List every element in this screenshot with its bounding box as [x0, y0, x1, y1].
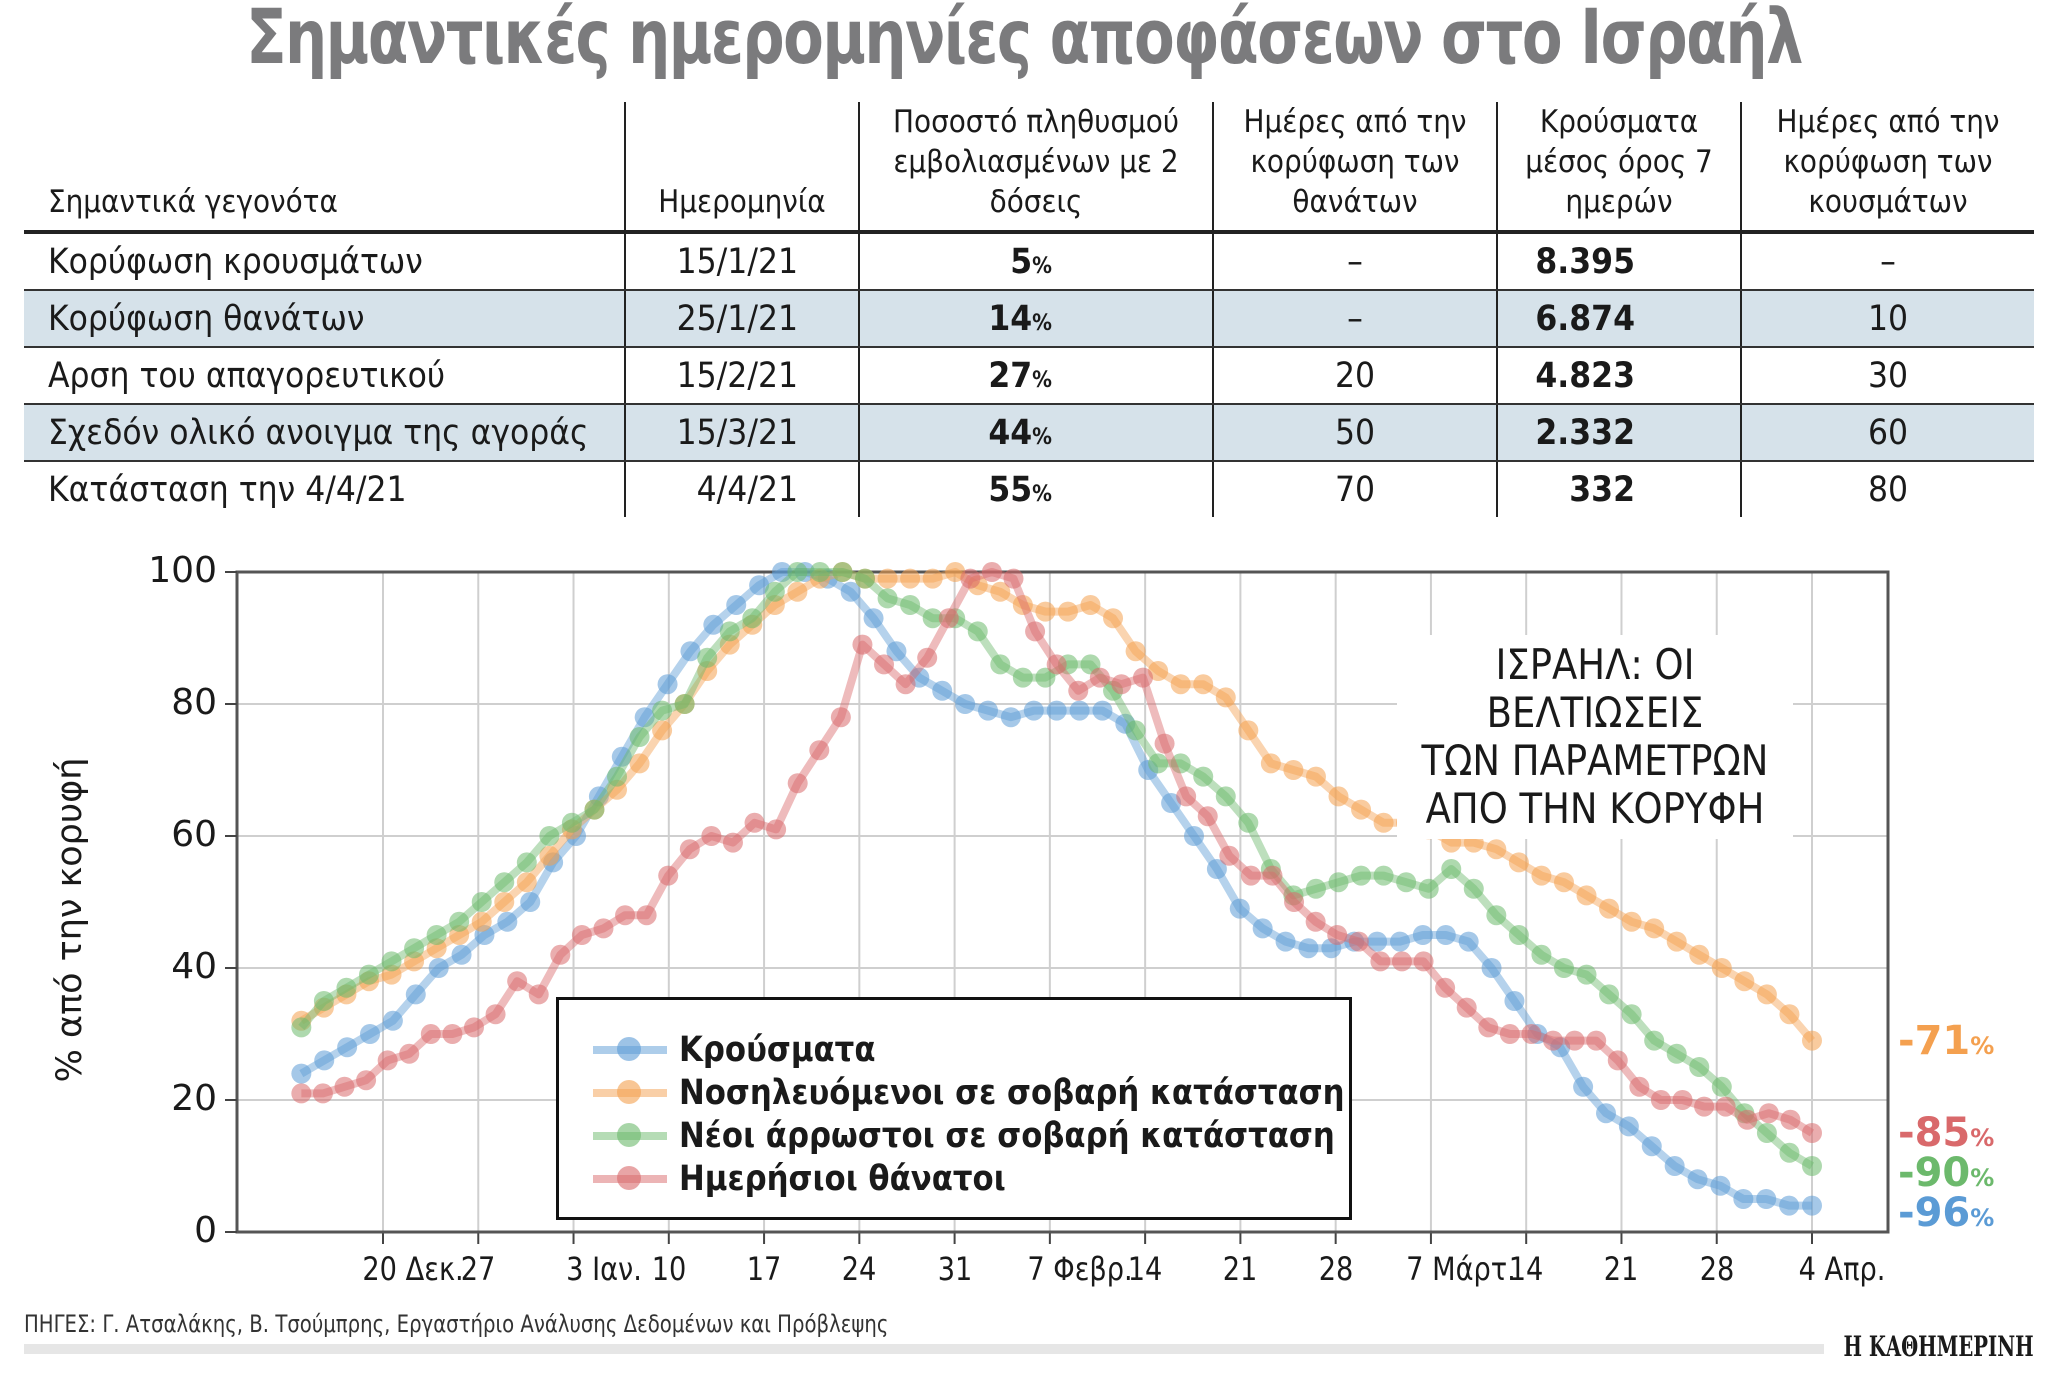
cell-cases: 6.874 [1496, 290, 1741, 348]
cell-days-cases: – [1740, 232, 2034, 291]
x-tick-label: 7 Φεβρ. [1027, 1250, 1133, 1288]
cell-event: Κατάσταση την 4/4/21 [48, 469, 407, 510]
col-header-days-cases: Ημέρες από την κορύφωση των κουσμάτων [1740, 102, 2034, 232]
legend-item: Ημερήσιοι θάνατοι [593, 1159, 1050, 1199]
y-tick-label: 0 [194, 1210, 217, 1251]
chart-title-line: ΤΩΝ ΠΑΡΑΜΕΤΡΩΝ [1421, 736, 1769, 785]
series-line [291, 562, 1822, 1143]
end-change-label: -85% [1898, 1110, 1995, 1156]
table-row: Κατάσταση την 4/4/21 4/4/21 55% 70 332 80 [24, 461, 2034, 517]
legend-label: Κρούσματα [679, 1030, 876, 1070]
cell-cases: 8.395 [1496, 232, 1741, 291]
cell-vacc: 55% [858, 461, 1213, 517]
cell-event: Αρση του απαγορευτικού [24, 347, 625, 405]
x-tick-label: 28 [1318, 1250, 1353, 1288]
cell-date: 25/1/21 [624, 290, 859, 348]
x-tick-label: 4 Απρ. [1798, 1250, 1886, 1288]
y-tick-label: 20 [171, 1078, 217, 1119]
cell-days-cases: 30 [1740, 347, 2034, 405]
chart-title-line: ΑΠΟ ΤΗΝ ΚΟΡΥΦΗ [1425, 784, 1765, 833]
cell-event: Κορύφωση κρουσμάτων [24, 232, 625, 291]
source-note: ΠΗΓΕΣ: Γ. Ατσαλάκης, Β. Τσούμπρης, Εργασ… [24, 1310, 889, 1338]
cell-cases: 2.332 [1496, 404, 1741, 462]
cell-date: 15/2/21 [624, 347, 859, 405]
table-header-row: Σημαντικά γεγονότα Ημερομηνία Ποσοστό πλ… [24, 102, 2034, 232]
legend-label: Νοσηλευόμενοι σε σοβαρή κατάσταση [679, 1073, 1345, 1113]
end-change-label: -96% [1898, 1190, 1995, 1236]
legend-marker-icon [593, 1116, 667, 1156]
page-title: Σημαντικές ημερομηνίες αποφάσεων στο Ισρ… [246, 0, 1803, 81]
publisher-logo: Η ΚΑΘΗΜΕΡΙΝΗ [1843, 1330, 2034, 1363]
cell-vacc: 44% [858, 404, 1213, 462]
cell-days-deaths: 20 [1212, 347, 1497, 405]
y-tick-label: 40 [171, 946, 217, 987]
legend-label: Ημερήσιοι θάνατοι [679, 1159, 1006, 1199]
x-tick-label: 27 [460, 1250, 496, 1288]
y-tick-label: 60 [171, 814, 217, 855]
cell-days-deaths: – [1212, 290, 1497, 348]
footer-divider [24, 1344, 1824, 1354]
legend-item: Κρούσματα [593, 1030, 902, 1070]
y-tick-label: 100 [148, 550, 217, 591]
x-tick-label: 17 [746, 1250, 782, 1288]
table-row: Σχεδόν ολικό ανοιγμα της αγοράς 15/3/21 44… [24, 404, 2034, 462]
cell-date: 15/1/21 [624, 232, 859, 291]
legend-marker-icon [593, 1030, 667, 1070]
cell-days-deaths: – [1212, 232, 1497, 291]
end-change-label: -90% [1898, 1150, 1995, 1196]
col-header-cases-avg: Κρούσματα μέσος όρος 7 ημερών [1496, 102, 1741, 232]
legend-marker-icon [593, 1073, 667, 1113]
x-tick-label: 14 [1127, 1250, 1163, 1288]
chart-title: ΙΣΡΑΗΛ: ΟΙ ΒΕΛΤΙΩΣΕΙΣ ΤΩΝ ΠΑΡΑΜΕΤΡΩΝ ΑΠΟ… [1397, 635, 1793, 839]
x-tick-label: 31 [937, 1250, 972, 1288]
x-tick-label: 10 [651, 1250, 687, 1288]
cell-event: Σχεδόν ολικό ανοιγμα της αγοράς [24, 404, 625, 462]
legend-item: Νέοι άρρωστοι σε σοβαρή κατάσταση [593, 1116, 1424, 1156]
x-tick-label: 20 Δεκ. [362, 1250, 464, 1288]
cell-vacc: 5% [858, 232, 1213, 291]
col-header-vaccinated: Ποσοστό πληθυσμού εμβολιασμένων με 2 δόσ… [858, 102, 1213, 232]
cell-days-deaths: 70 [1212, 461, 1497, 517]
cell-date: 4/4/21 [624, 461, 859, 517]
x-tick-label: 24 [842, 1250, 877, 1288]
x-tick-label: 21 [1604, 1250, 1639, 1288]
x-tick-label: 7 Μάρτ. [1406, 1250, 1516, 1288]
chart-title-line: ΙΣΡΑΗΛ: ΟΙ ΒΕΛΤΙΩΣΕΙΣ [1486, 640, 1704, 737]
cell-cases: 4.823 [1496, 347, 1741, 405]
cell-days-cases: 10 [1740, 290, 2034, 348]
cell-vacc: 14% [858, 290, 1213, 348]
x-tick-label: 14 [1508, 1250, 1544, 1288]
legend-item: Νοσηλευόμενοι σε σοβαρή κατάσταση [593, 1073, 1435, 1113]
x-tick-label: 21 [1223, 1250, 1258, 1288]
y-tick-label: 80 [171, 682, 217, 723]
table-row: Αρση του απαγορευτικού 15/2/21 27% 20 4.823 3… [24, 347, 2034, 405]
chart-legend: Κρούσματα Νοσηλευόμενοι σε σοβαρή κατάστα… [556, 997, 1352, 1220]
col-header-events: Σημαντικά γεγονότα [48, 184, 338, 220]
table-row: Κορύφωση κρουσμάτων 15/1/21 5% –8.395– [24, 232, 2034, 291]
x-tick-label: 3 Ιαν. [565, 1250, 642, 1288]
cell-days-cases: 60 [1740, 404, 2034, 462]
end-change-label: -71% [1898, 1018, 1995, 1064]
col-header-date: Ημερομηνία [624, 102, 859, 232]
cell-event: Κορύφωση θανάτων [24, 290, 625, 348]
cell-date: 15/3/21 [624, 404, 859, 462]
decisions-table: Σημαντικά γεγονότα Ημερομηνία Ποσοστό πλ… [24, 102, 2034, 517]
line-chart [225, 562, 1890, 1244]
legend-marker-icon [593, 1159, 667, 1199]
cell-days-cases: 80 [1740, 461, 2034, 517]
cell-vacc: 27% [858, 347, 1213, 405]
x-tick-label: 28 [1699, 1250, 1735, 1288]
table-row: Κορύφωση θανάτων 25/1/21 14% –6.874 10 [24, 290, 2034, 348]
col-header-days-deaths: Ημέρες από την κορύφωση των θανάτων [1212, 102, 1497, 232]
cell-cases: 332 [1496, 461, 1741, 517]
cell-days-deaths: 50 [1212, 404, 1497, 462]
legend-label: Νέοι άρρωστοι σε σοβαρή κατάσταση [679, 1116, 1335, 1156]
